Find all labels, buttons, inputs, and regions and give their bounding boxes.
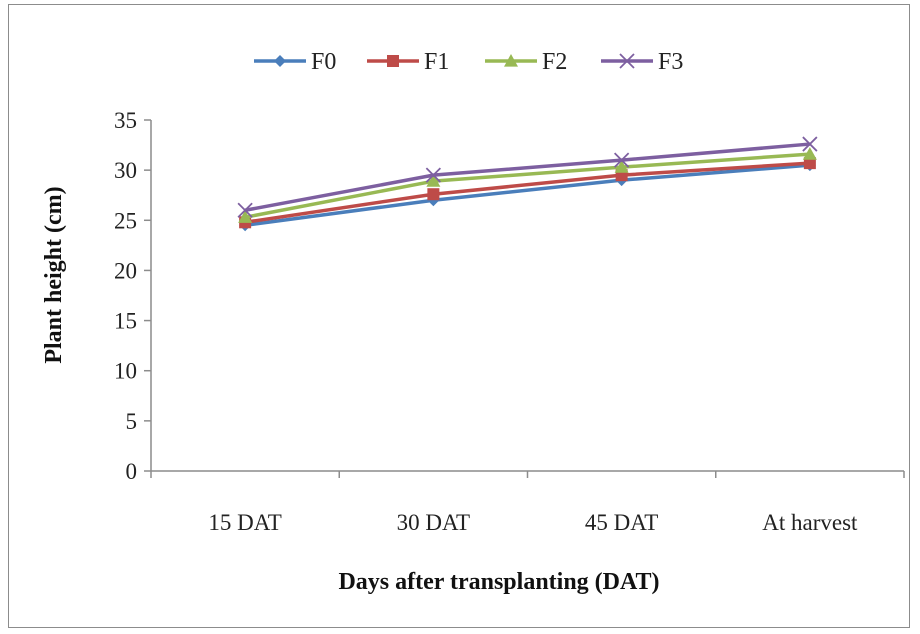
x-tick-label: 45 DAT: [585, 510, 658, 535]
x-tick-label: 15 DAT: [208, 510, 281, 535]
data-point-f1: [427, 188, 439, 200]
legend-item-f1: F1: [367, 49, 449, 75]
y-tick-label: 5: [126, 409, 138, 434]
x-tick-label: 30 DAT: [397, 510, 470, 535]
chart-frame: F0 F1 F2 F3 0 5 10 15 20 25 30 35 15 DAT 30 DAT 45 D…: [8, 4, 910, 628]
series-lines: [238, 137, 817, 231]
y-tick-label: 20: [114, 258, 137, 283]
line-chart: F0 F1 F2 F3 0 5 10 15 20 25 30 35 15 DAT 30 DAT 45 D…: [9, 5, 911, 629]
x-tick-labels: 15 DAT 30 DAT 45 DAT At harvest: [208, 510, 858, 535]
y-tick-label: 30: [114, 158, 137, 183]
y-tick-label: 35: [114, 108, 137, 133]
legend-item-f3: F3: [601, 49, 683, 75]
y-tick-label: 15: [114, 309, 137, 334]
legend-swatch-marker: [387, 55, 399, 67]
legend-swatch-marker: [274, 55, 286, 67]
x-tick-label: At harvest: [762, 510, 858, 535]
y-tick-label: 0: [126, 459, 138, 484]
y-tick-label: 25: [114, 208, 137, 233]
legend-item-f0: F0: [254, 49, 336, 75]
y-tick-label: 10: [114, 359, 137, 384]
legend-label: F3: [658, 49, 683, 75]
y-axis-title: Plant height (cm): [41, 186, 67, 363]
legend-label: F1: [424, 49, 449, 75]
legend-label: F0: [311, 49, 336, 75]
legend: F0 F1 F2 F3: [254, 49, 683, 75]
legend-item-f2: F2: [485, 49, 567, 75]
y-tick-labels: 0 5 10 15 20 25 30 35: [114, 108, 137, 484]
legend-label: F2: [542, 49, 567, 75]
x-axis-title: Days after transplanting (DAT): [338, 569, 659, 595]
